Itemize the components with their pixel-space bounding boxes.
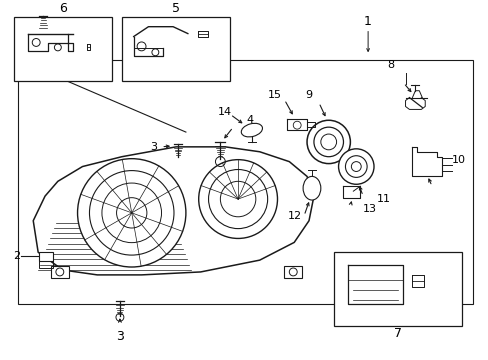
Circle shape [306, 120, 350, 163]
Circle shape [198, 159, 277, 238]
Text: 6: 6 [59, 3, 66, 15]
Text: 1: 1 [364, 15, 371, 28]
Text: 3: 3 [150, 142, 157, 152]
Bar [39, 252, 53, 261]
Text: 10: 10 [451, 155, 465, 165]
Bar [122, 17, 230, 81]
Text: 11: 11 [376, 194, 390, 204]
Circle shape [78, 159, 185, 267]
Circle shape [338, 149, 373, 184]
Text: 4: 4 [246, 115, 253, 125]
Ellipse shape [241, 123, 262, 137]
Bar [51, 266, 68, 278]
Text: 8: 8 [386, 60, 393, 70]
Text: 7: 7 [393, 328, 401, 341]
Bar [39, 261, 53, 268]
Text: 9: 9 [305, 90, 312, 100]
Text: 12: 12 [287, 211, 302, 221]
Text: 14: 14 [218, 107, 232, 117]
Text: 15: 15 [267, 90, 281, 100]
Text: 13: 13 [362, 204, 376, 214]
Text: 5: 5 [172, 3, 180, 15]
Bar [14, 17, 112, 81]
Text: 3: 3 [116, 330, 123, 343]
Bar [284, 266, 302, 278]
Ellipse shape [303, 176, 320, 200]
Bar [333, 252, 461, 326]
Text: 2: 2 [13, 251, 20, 261]
Bar [19, 60, 472, 305]
